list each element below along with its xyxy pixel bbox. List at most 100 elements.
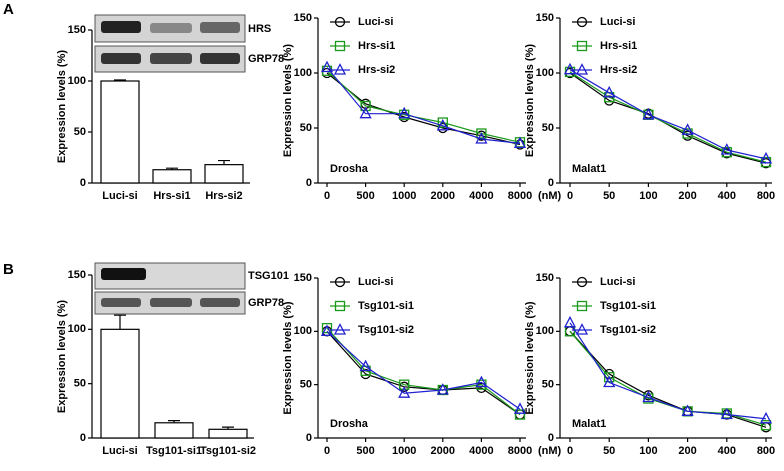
marker: [320, 60, 334, 73]
panel-label: A: [3, 1, 14, 18]
series-line: [569, 322, 767, 420]
marker: [320, 324, 334, 336]
x-tick-label: Hrs-si2: [205, 190, 242, 202]
marker: [334, 40, 346, 52]
y-tick-label: 50: [300, 379, 312, 391]
x-axis-label: (nM): [538, 445, 562, 457]
legend-label: Luci-si: [358, 16, 393, 28]
x-axis-label: (nM): [538, 190, 562, 202]
marker: [603, 85, 616, 98]
x-tick-label: 2000: [431, 445, 455, 457]
y-tick-label: 0: [306, 432, 312, 444]
marker: [476, 128, 487, 139]
legend-label: Tsg101-si2: [358, 324, 414, 336]
y-axis-label: Expression levels (%): [524, 44, 536, 157]
marker: [576, 40, 588, 52]
x-tick-label: 1000: [392, 445, 416, 457]
x-tick-label: Luci-si: [102, 445, 137, 457]
legend-label: Luci-si: [600, 16, 635, 28]
y-tick-label: 0: [80, 177, 86, 189]
legend-label: Hrs-si2: [600, 64, 637, 76]
error-bar: [168, 420, 180, 423]
marker: [334, 16, 346, 28]
legend-label: Luci-si: [358, 276, 393, 288]
marker: [437, 117, 448, 128]
series-line: [326, 327, 521, 416]
annotation: Drosha: [330, 418, 369, 430]
x-tick-label: 2000: [431, 190, 455, 202]
marker: [333, 323, 347, 335]
marker: [436, 383, 449, 395]
bar: [152, 169, 192, 184]
y-tick-label: 50: [74, 378, 86, 390]
series-line: [326, 72, 521, 146]
y-tick-label: 50: [300, 122, 312, 134]
x-tick-label: 200: [678, 445, 696, 457]
x-tick-label: 50: [603, 445, 615, 457]
y-tick-label: 50: [74, 126, 86, 138]
marker: [575, 323, 589, 335]
series-line: [326, 67, 521, 144]
marker: [513, 402, 527, 414]
marker: [576, 276, 588, 288]
marker: [681, 404, 694, 416]
series-line: [326, 330, 521, 416]
x-tick-label: 4000: [469, 445, 493, 457]
x-tick-label: 400: [718, 190, 736, 202]
y-tick-label: 0: [80, 432, 86, 444]
x-tick-label: 500: [356, 190, 374, 202]
marker: [334, 276, 346, 288]
y-tick-label: 50: [542, 379, 554, 391]
x-tick-label: 0: [324, 445, 330, 457]
y-tick-label: 100: [68, 75, 86, 87]
legend-label: Tsg101-si2: [600, 324, 656, 336]
marker: [759, 151, 773, 164]
y-tick-label: 150: [294, 272, 312, 284]
legend-label: Hrs-si1: [358, 40, 395, 52]
legend-label: Tsg101-si1: [600, 300, 656, 312]
marker: [333, 63, 347, 75]
x-tick-label: 400: [718, 445, 736, 457]
y-tick-label: 150: [536, 272, 554, 284]
bar: [100, 328, 140, 439]
marker: [759, 411, 773, 424]
series-line: [569, 330, 767, 428]
marker: [563, 62, 577, 75]
annotation: Malat1: [572, 163, 606, 175]
marker: [575, 63, 589, 75]
y-axis-label: Expression levels (%): [56, 50, 68, 163]
legend-label: Hrs-si2: [358, 64, 395, 76]
x-tick-label: 1000: [392, 190, 416, 202]
error-bar: [222, 426, 234, 430]
y-tick-label: 0: [548, 432, 554, 444]
legend-label: Tsg101-si1: [358, 300, 414, 312]
x-tick-label: 200: [678, 190, 696, 202]
y-tick-label: 100: [294, 325, 312, 337]
annotation: Malat1: [572, 418, 606, 430]
marker: [398, 106, 411, 119]
series-line: [326, 330, 521, 410]
marker: [359, 106, 372, 119]
annotation: HRS: [248, 23, 271, 35]
x-tick-label: 500: [356, 445, 374, 457]
error-bar: [166, 167, 178, 170]
x-tick-label: 0: [567, 190, 573, 202]
marker: [514, 409, 526, 420]
y-tick-label: 0: [548, 177, 554, 189]
x-tick-label: 0: [324, 190, 330, 202]
error-bar: [218, 159, 230, 165]
annotation: Drosha: [330, 163, 369, 175]
marker: [642, 107, 655, 120]
y-axis-label: Expression levels (%): [524, 301, 536, 414]
series-line: [569, 69, 767, 160]
series-line: [569, 71, 767, 163]
y-tick-label: 0: [306, 177, 312, 189]
legend-label: Luci-si: [600, 276, 635, 288]
error-bar: [114, 314, 126, 330]
x-tick-label: 0: [567, 445, 573, 457]
y-tick-label: 50: [542, 122, 554, 134]
marker: [334, 300, 346, 312]
marker: [563, 315, 577, 328]
